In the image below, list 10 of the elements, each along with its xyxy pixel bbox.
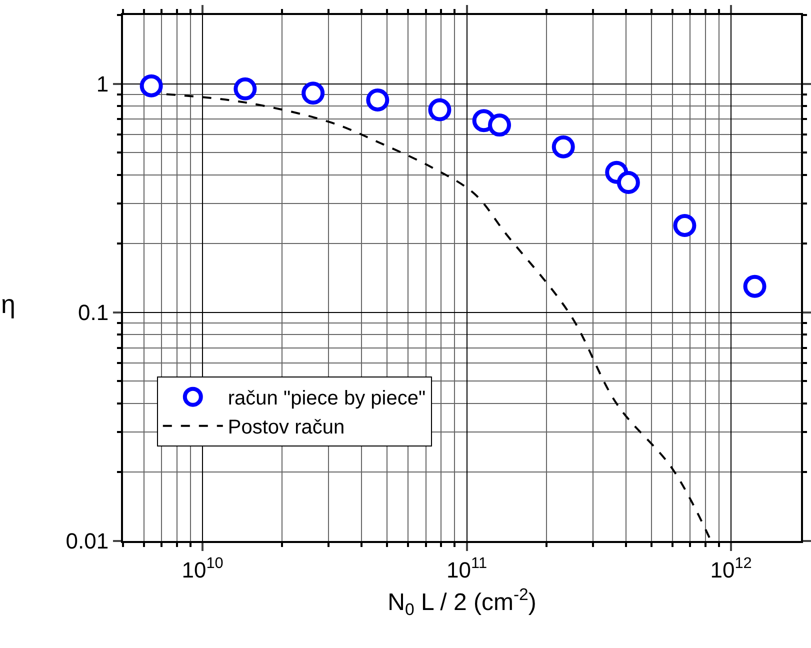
x-axis-title: N$_{0}$ L / 2 (cm$^{-2}$) <box>388 585 536 620</box>
legend-label: račun "piece by piece" <box>228 388 426 410</box>
x-tick-label: 10$^{11}$ <box>446 555 488 582</box>
x-tick-label: 10$^{12}$ <box>710 555 752 582</box>
y-tick-label: 1 <box>96 72 109 97</box>
y-axis-title: η <box>1 289 16 319</box>
x-tick-label: 10$^{10}$ <box>182 555 224 582</box>
y-tick-label: 0.01 <box>66 528 109 554</box>
y-tick-label: 0.1 <box>78 300 109 326</box>
legend-label: Postov račun <box>228 416 345 439</box>
